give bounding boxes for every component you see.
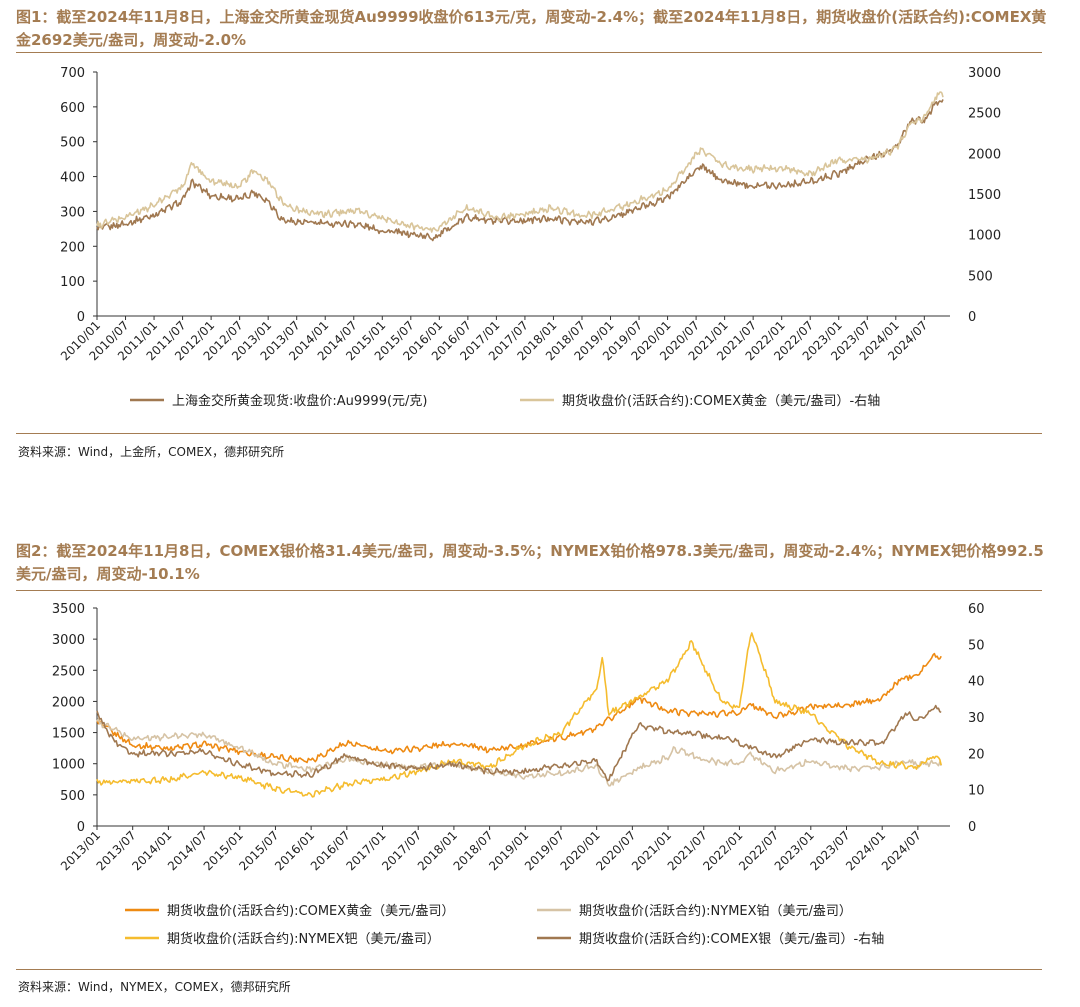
left-axis-tick-label: 600 — [60, 101, 85, 116]
right-axis-tick-label: 1000 — [968, 229, 1001, 244]
left-axis-tick-label: 500 — [60, 789, 85, 804]
legend-label: 期货收盘价(活跃合约):COMEX黄金（美元/盎司）-右轴 — [562, 393, 880, 409]
left-axis-tick-label: 3500 — [52, 602, 85, 617]
x-axis-tick-label: 2024/07 — [879, 828, 924, 873]
right-axis-tick-label: 1500 — [968, 188, 1001, 203]
legend-label: 期货收盘价(活跃合约):NYMEX钯（美元/盎司） — [167, 931, 440, 947]
figure-2-bottom-rule — [16, 969, 1042, 970]
series-line-2 — [96, 717, 942, 787]
figure-1-source: 资料来源：Wind，上金所，COMEX，德邦研究所 — [18, 445, 285, 459]
right-axis-tick-label: 0 — [968, 820, 976, 835]
series-line-4 — [96, 704, 942, 782]
right-axis-tick-label: 500 — [968, 269, 993, 284]
figure-2-source: 资料来源：Wind，NYMEX，COMEX，德邦研究所 — [18, 980, 291, 994]
left-axis-tick-label: 1500 — [52, 727, 85, 742]
legend-label: 期货收盘价(活跃合约):COMEX黄金（美元/盎司） — [167, 903, 455, 919]
figure-1-title: 图1：截至2024年11月8日，上海金交所黄金现货Au9999收盘价613元/克… — [16, 8, 1047, 49]
right-axis-tick-label: 2000 — [968, 147, 1001, 162]
figure-2-top-rule — [16, 590, 1042, 591]
left-axis-tick-label: 3000 — [52, 633, 85, 648]
right-axis-tick-label: 30 — [968, 711, 985, 726]
series-line-1 — [96, 99, 944, 242]
right-axis-tick-label: 10 — [968, 784, 985, 799]
legend-label: 上海金交所黄金现货:收盘价:Au9999(元/克) — [172, 393, 428, 409]
left-axis-tick-label: 200 — [60, 240, 85, 255]
left-axis-tick-label: 0 — [77, 310, 85, 325]
right-axis-tick-label: 3000 — [968, 66, 1001, 81]
figure-1-bottom-rule — [16, 433, 1042, 434]
right-axis-tick-label: 20 — [968, 747, 985, 762]
chart-2: 0 500 1000 1500 2000 2500 3000 3500 0 10 20 30 40 50 6… — [52, 602, 985, 947]
left-axis-tick-label: 300 — [60, 205, 85, 220]
legend-label: 期货收盘价(活跃合约):COMEX银（美元/盎司）-右轴 — [579, 931, 884, 947]
right-axis-tick-label: 2500 — [968, 107, 1001, 122]
right-axis-tick-label: 40 — [968, 675, 985, 690]
right-axis-tick-label: 0 — [968, 310, 976, 325]
left-axis-tick-label: 2500 — [52, 664, 85, 679]
left-axis-tick-label: 500 — [60, 136, 85, 151]
right-axis-tick-label: 50 — [968, 638, 985, 653]
series-line-2 — [96, 91, 944, 233]
figure-1-top-rule — [16, 52, 1042, 53]
right-axis-tick-label: 60 — [968, 602, 985, 617]
chart-1: 0 100 200 300 400 500 600 700 0 500 1000 1500 2000 25… — [58, 66, 1001, 409]
left-axis-tick-label: 700 — [60, 66, 85, 81]
legend-label: 期货收盘价(活跃合约):NYMEX铂（美元/盎司） — [579, 903, 852, 919]
left-axis-tick-label: 2000 — [52, 695, 85, 710]
series-line-3 — [96, 632, 942, 798]
left-axis-tick-label: 1000 — [52, 758, 85, 773]
figure-2-title: 图2：截至2024年11月8日，COMEX银价格31.4美元/盎司，周变动-3.… — [16, 542, 1044, 583]
left-axis-tick-label: 400 — [60, 171, 85, 186]
left-axis-tick-label: 0 — [77, 820, 85, 835]
series-line-1 — [96, 652, 942, 764]
left-axis-tick-label: 100 — [60, 275, 85, 290]
